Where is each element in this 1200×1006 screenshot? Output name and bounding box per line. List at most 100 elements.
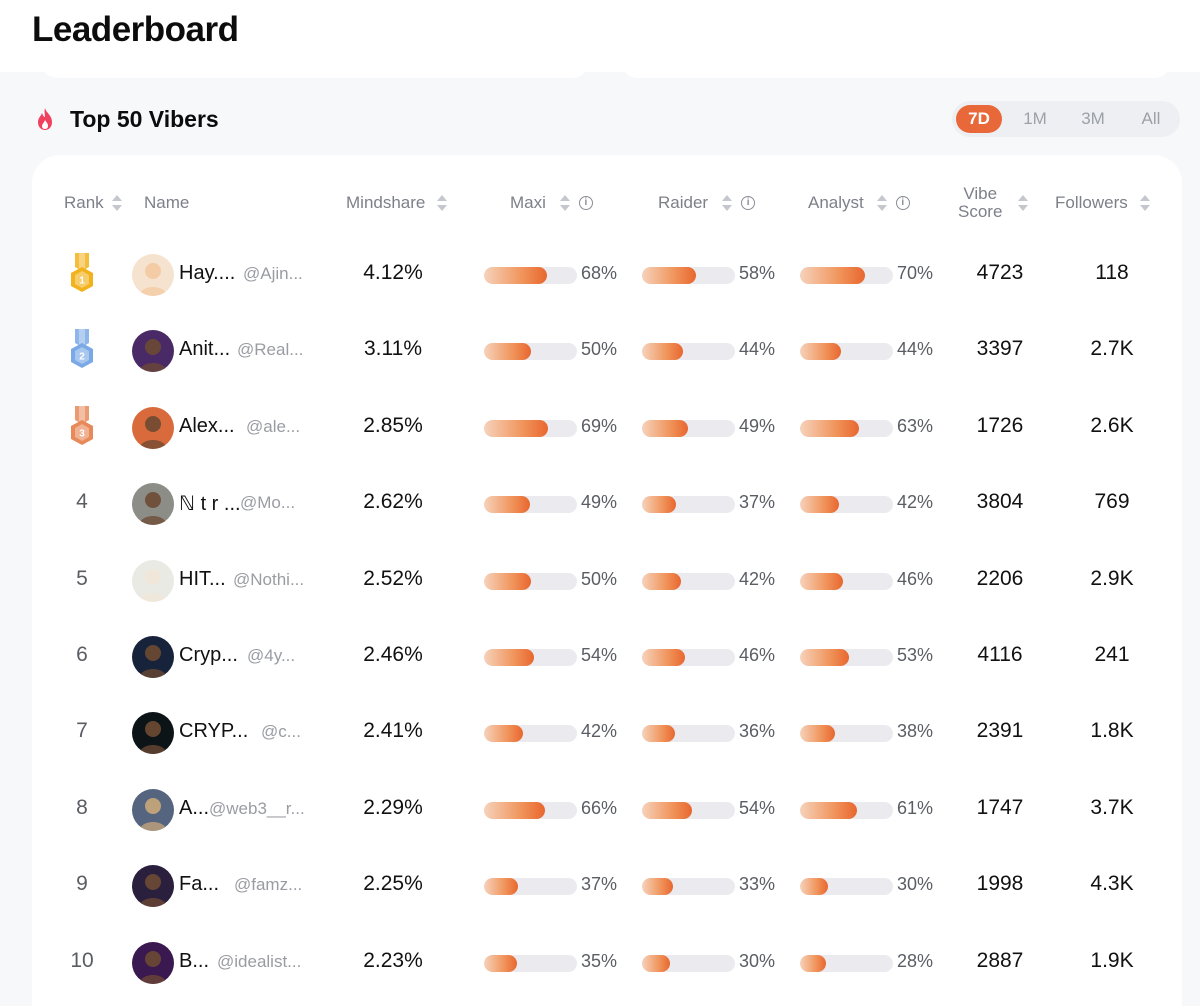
rank-number: 6 xyxy=(76,643,88,666)
user-handle[interactable]: @Nothi... xyxy=(233,569,305,589)
maxi-progress-bar xyxy=(484,496,577,514)
analyst-progress-fill xyxy=(800,267,866,284)
user-display-name[interactable]: Alex... xyxy=(179,414,235,437)
avatar[interactable] xyxy=(132,254,174,296)
raider-progress-fill xyxy=(642,954,670,972)
user-handle[interactable]: @c... xyxy=(261,722,301,742)
maxi-percent: 50% xyxy=(581,568,618,589)
period-1m-button[interactable]: 1M xyxy=(1023,109,1047,128)
avatar[interactable] xyxy=(132,865,174,908)
user-handle[interactable]: @Mo... xyxy=(240,493,296,513)
user-display-name[interactable]: Anit... xyxy=(179,338,231,361)
user-display-name[interactable]: Hay.... xyxy=(179,262,236,284)
maxi-progress-fill xyxy=(484,954,517,972)
user-display-name[interactable]: HIT... xyxy=(179,567,226,590)
period-7d-button[interactable]: 7D xyxy=(956,105,1002,133)
user-display-name[interactable]: ℕ t r ... xyxy=(179,493,241,516)
sort-icon xyxy=(437,195,448,211)
mindshare-value: 2.29% xyxy=(363,795,423,819)
raider-percent: 37% xyxy=(739,492,776,513)
maxi-progress-bar xyxy=(484,649,577,666)
vibe-score-value: 2391 xyxy=(976,719,1024,743)
user-display-name[interactable]: B... xyxy=(179,949,210,972)
avatar[interactable] xyxy=(132,330,174,373)
vibe-score-value: 4116 xyxy=(977,643,1023,666)
analyst-progress-bar xyxy=(800,801,893,819)
info-icon[interactable]: i xyxy=(895,196,910,210)
avatar[interactable] xyxy=(132,788,174,831)
column-header-vibe-score[interactable]: Vibe Score xyxy=(958,183,1029,223)
info-icon[interactable]: i xyxy=(578,196,593,210)
user-handle[interactable]: @4y... xyxy=(247,646,296,665)
table-row[interactable]: 10 B... @idealist... 2.23% 35% 30% 28% 2887 1.9… xyxy=(32,925,1182,1001)
user-handle[interactable]: @idealist... xyxy=(217,951,302,971)
raider-progress-bar xyxy=(642,649,735,666)
user-handle[interactable]: @Ajin... xyxy=(243,264,303,283)
user-display-name[interactable]: CRYP... xyxy=(179,720,249,743)
analyst-progress-fill xyxy=(800,801,857,819)
analyst-progress-bar xyxy=(800,954,893,972)
avatar[interactable] xyxy=(132,636,174,678)
summary-card-left xyxy=(40,60,590,78)
table-row[interactable]: 1 1 Hay.... @Ajin... 4.12% 68% 58% 70% 4723 118 xyxy=(32,237,1182,313)
vibe-score-value: 1998 xyxy=(976,872,1024,896)
maxi-progress-bar xyxy=(484,801,577,819)
user-handle[interactable]: @Real... xyxy=(237,340,304,360)
column-header-mindshare[interactable]: Mindshare xyxy=(346,183,448,223)
table-row[interactable]: 3 3 Alex... @ale... 2.85% 69% 49% 63% 1726 2.6K xyxy=(32,390,1182,466)
table-row[interactable]: 4 ℕ t r ... @Mo... 2.62% 49% 37% 42% 3804 769 xyxy=(32,466,1182,542)
silver-medal-icon: 2 2 xyxy=(67,329,97,371)
svg-text:1: 1 xyxy=(79,276,85,287)
raider-progress-fill xyxy=(642,878,673,896)
column-header-analyst[interactable]: Analyst i xyxy=(808,183,910,223)
maxi-percent: 37% xyxy=(581,874,618,895)
user-display-name[interactable]: Fa... xyxy=(179,873,220,896)
sort-icon xyxy=(1018,195,1029,211)
raider-progress-fill xyxy=(642,267,696,284)
table-row[interactable]: 7 CRYP... @c... 2.41% 42% 36% 38% 2391 1.8K xyxy=(32,695,1182,771)
section-title: Top 50 Vibers xyxy=(70,106,219,132)
column-label-analyst: Analyst xyxy=(808,193,864,212)
column-label-vibe-score: Vibe Score xyxy=(958,185,1002,221)
raider-percent: 49% xyxy=(739,415,776,436)
avatar[interactable] xyxy=(132,712,174,755)
maxi-percent: 42% xyxy=(581,721,618,742)
period-all-button[interactable]: All xyxy=(1141,109,1161,128)
raider-progress-fill xyxy=(642,572,682,590)
avatar[interactable] xyxy=(132,559,174,602)
user-display-name[interactable]: Cryp... xyxy=(179,644,238,666)
analyst-progress-fill xyxy=(800,343,841,361)
user-handle[interactable]: @ale... xyxy=(246,416,301,436)
table-row[interactable]: 9 Fa... @famz... 2.25% 37% 33% 30% 1998 4.3K xyxy=(32,848,1182,924)
column-header-followers[interactable]: Followers xyxy=(1055,183,1150,223)
period-3m-button[interactable]: 3M xyxy=(1081,109,1105,128)
rank-number: 4 xyxy=(76,490,88,514)
user-handle[interactable]: @web3__r... xyxy=(209,798,305,818)
maxi-percent: 68% xyxy=(581,263,618,283)
table-row[interactable]: 6 Cryp... @4y... 2.46% 54% 46% 53% 4116 241 xyxy=(32,619,1182,695)
info-icon[interactable]: i xyxy=(741,196,756,210)
leaderboard-header: Top 50 Vibers 7D 1M 3M All xyxy=(32,100,1182,138)
maxi-percent: 50% xyxy=(581,339,618,360)
raider-progress-fill xyxy=(642,649,685,666)
analyst-progress-fill xyxy=(800,725,836,743)
avatar[interactable] xyxy=(132,941,174,984)
column-header-raider[interactable]: Raider i xyxy=(658,183,756,223)
maxi-progress-fill xyxy=(484,496,530,514)
table-row[interactable]: 5 HIT... @Nothi... 2.52% 50% 42% 46% 2206 2.9K xyxy=(32,543,1182,619)
column-header-name[interactable]: Name xyxy=(144,183,189,223)
raider-progress-fill xyxy=(642,496,677,514)
table-row[interactable]: 2 2 Anit... @Real... 3.11% 50% 44% 44% 3397 2.7… xyxy=(32,313,1182,389)
maxi-progress-bar xyxy=(484,725,577,743)
avatar[interactable] xyxy=(132,483,174,526)
table-row[interactable]: 8 A... @web3__r... 2.29% 66% 54% 61% 1747 3.7K xyxy=(32,772,1182,848)
column-header-rank[interactable]: Rank xyxy=(64,183,122,223)
maxi-progress-fill xyxy=(484,419,549,437)
rank-number: 5 xyxy=(76,566,88,590)
followers-value: 241 xyxy=(1094,643,1130,666)
user-display-name[interactable]: A... xyxy=(179,796,210,819)
user-handle[interactable]: @famz... xyxy=(234,875,303,895)
column-header-maxi[interactable]: Maxi i xyxy=(510,183,593,223)
analyst-percent: 38% xyxy=(897,721,934,742)
avatar[interactable] xyxy=(132,406,174,449)
